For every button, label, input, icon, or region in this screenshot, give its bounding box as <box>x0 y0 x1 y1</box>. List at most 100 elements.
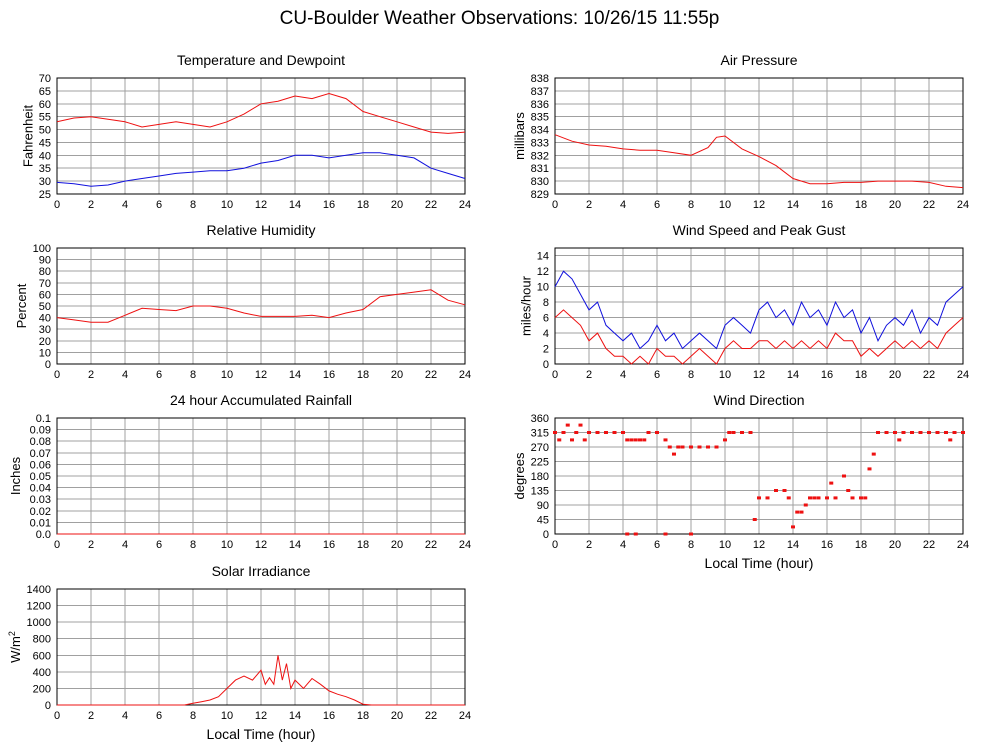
x-tick-label: 4 <box>122 199 128 211</box>
x-tick-label: 24 <box>459 199 471 211</box>
data-point <box>863 496 868 500</box>
x-tick-label: 10 <box>221 710 233 722</box>
y-tick-label: 832 <box>531 150 549 162</box>
data-point <box>757 496 761 500</box>
x-tick-label: 12 <box>255 199 267 211</box>
x-tick-label: 18 <box>855 539 867 551</box>
y-tick-label: 1000 <box>27 617 51 629</box>
x-tick-label: 10 <box>221 539 233 551</box>
x-axis-label: Local Time (hour) <box>705 555 814 571</box>
data-point <box>897 438 902 442</box>
y-tick-label: 30 <box>39 176 51 188</box>
data-point <box>850 496 855 500</box>
y-tick-label: 40 <box>39 150 51 162</box>
data-point <box>727 431 732 434</box>
chart-title: Air Pressure <box>720 52 797 68</box>
x-tick-label: 8 <box>688 199 694 211</box>
page-title: CU-Boulder Weather Observations: 10/26/1… <box>279 8 720 29</box>
data-point <box>723 438 727 442</box>
y-tick-label: 0 <box>543 359 549 371</box>
y-tick-label: 90 <box>537 500 549 512</box>
y-axis-label-superscript: 2 <box>7 631 17 636</box>
x-tick-label: 6 <box>654 199 660 211</box>
x-tick-label: 16 <box>323 199 335 211</box>
data-point <box>927 431 931 434</box>
y-tick-label: 6 <box>543 313 549 325</box>
data-point <box>935 431 940 434</box>
data-point <box>689 445 693 449</box>
x-tick-label: 14 <box>787 199 799 211</box>
data-point <box>846 489 851 492</box>
data-point <box>752 518 757 521</box>
y-tick-label: 30 <box>39 324 51 336</box>
y-tick-label: 70 <box>39 278 51 290</box>
data-point <box>672 452 676 456</box>
x-tick-label: 4 <box>122 539 128 551</box>
y-tick-label: 0.08 <box>30 436 51 448</box>
chart-title: Solar Irradiance <box>212 563 311 579</box>
data-point <box>842 474 846 478</box>
x-tick-label: 8 <box>688 539 694 551</box>
x-tick-label: 0 <box>552 369 558 381</box>
x-tick-label: 20 <box>889 369 901 381</box>
x-tick-label: 0 <box>54 539 60 551</box>
y-tick-label: 270 <box>531 442 549 454</box>
x-tick-label: 10 <box>719 369 731 381</box>
x-tick-label: 10 <box>221 369 233 381</box>
y-tick-label: 0.07 <box>30 448 51 460</box>
x-tick-label: 16 <box>821 539 833 551</box>
series-line-1 <box>56 152 466 187</box>
data-point <box>786 496 791 500</box>
x-tick-label: 16 <box>821 199 833 211</box>
x-tick-label: 12 <box>753 539 765 551</box>
data-point <box>901 431 906 434</box>
data-point <box>663 532 668 536</box>
y-tick-label: 315 <box>531 428 549 440</box>
x-tick-label: 10 <box>719 199 731 211</box>
data-point <box>574 431 579 434</box>
data-point <box>829 481 834 485</box>
series-line-0 <box>554 270 964 350</box>
y-tick-label: 40 <box>39 313 51 325</box>
x-tick-label: 24 <box>957 369 969 381</box>
x-tick-label: 18 <box>357 539 369 551</box>
data-point <box>667 445 672 449</box>
data-point <box>676 445 681 449</box>
data-point <box>765 496 770 500</box>
data-point <box>833 496 838 500</box>
data-point <box>638 438 642 442</box>
data-point <box>706 445 710 449</box>
x-tick-label: 10 <box>719 539 731 551</box>
data-point <box>633 438 638 442</box>
y-tick-label: 225 <box>531 457 549 469</box>
y-tick-label: 0 <box>543 529 549 541</box>
y-tick-label: 10 <box>39 347 51 359</box>
x-tick-label: 24 <box>459 710 471 722</box>
y-tick-label: 2 <box>543 344 549 356</box>
y-tick-label: 25 <box>39 189 51 201</box>
y-tick-label: 90 <box>39 255 51 267</box>
y-axis-label: Inches <box>8 456 23 495</box>
x-tick-label: 6 <box>156 710 162 722</box>
chart-title: Wind Speed and Peak Gust <box>673 222 846 238</box>
data-point <box>553 431 557 434</box>
y-tick-label: 0 <box>45 700 51 712</box>
x-tick-label: 20 <box>889 539 901 551</box>
x-tick-label: 20 <box>391 369 403 381</box>
x-tick-label: 12 <box>255 369 267 381</box>
x-tick-label: 2 <box>88 539 94 551</box>
data-point <box>731 431 736 434</box>
y-tick-label: 60 <box>39 289 51 301</box>
data-point <box>629 438 634 442</box>
x-tick-label: 14 <box>289 539 301 551</box>
data-point <box>625 532 630 536</box>
y-axis-label: miles/hour <box>518 275 533 336</box>
x-tick-label: 6 <box>654 539 660 551</box>
y-axis-label: degrees <box>512 452 527 499</box>
x-tick-label: 0 <box>54 369 60 381</box>
y-tick-label: 0 <box>45 359 51 371</box>
series-line-1 <box>554 309 964 365</box>
